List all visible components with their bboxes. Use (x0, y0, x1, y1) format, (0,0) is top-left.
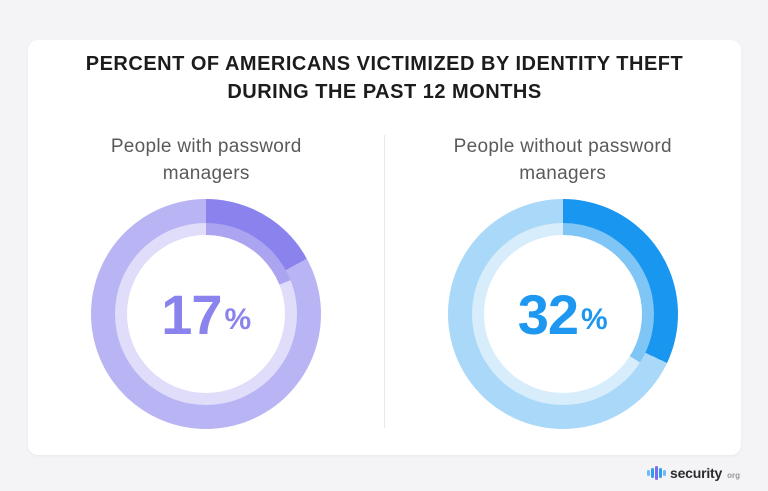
brand-name: security (670, 465, 723, 481)
equalizer-bars-icon (647, 466, 666, 481)
donut-hole-left (127, 235, 286, 393)
donut-percent-sign-right: % (581, 303, 608, 336)
vertical-divider (384, 135, 385, 428)
chart-title-line2: DURING THE PAST 12 MONTHS (227, 81, 542, 103)
infographic-card: PERCENT OF AMERICANS VICTIMIZED BY IDENT… (28, 40, 741, 455)
donut-value-right: 32 % (448, 199, 678, 429)
chart-title-line1: PERCENT OF AMERICANS VICTIMIZED BY IDENT… (85, 53, 684, 75)
donut-label-right: People without password managers (453, 136, 672, 184)
brand-lockup: security org (647, 465, 740, 481)
brand-suffix: org (727, 471, 740, 480)
chart-columns: People with password managers 17 % Peopl… (28, 133, 741, 455)
donut-percent-number-right: 32 (517, 282, 579, 346)
column-with-password-managers: People with password managers 17 % (28, 133, 385, 455)
donut-percent-sign-left: % (224, 303, 252, 336)
chart-title: PERCENT OF AMERICANS VICTIMIZED BY IDENT… (28, 50, 741, 106)
donut-chart-left: 17 % (91, 199, 322, 429)
donut-hole-right (483, 235, 642, 393)
donut-label-left: People with password managers (110, 136, 302, 184)
donut-percent-number-left: 17 (161, 282, 222, 346)
donut-value-left: 17 % (91, 199, 321, 429)
donut-chart-right: 32 % (447, 199, 678, 429)
column-without-password-managers: People without password managers 32 % (385, 133, 742, 455)
